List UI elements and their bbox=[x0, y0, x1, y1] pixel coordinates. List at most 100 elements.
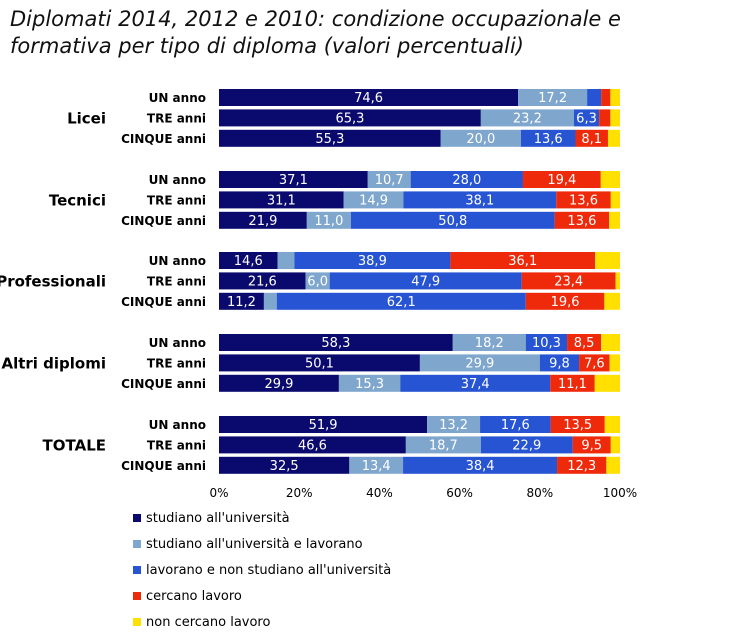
bar-segment bbox=[219, 89, 519, 106]
bar-segment bbox=[219, 191, 344, 209]
data-label: 17,6 bbox=[501, 418, 530, 433]
x-tick-label: 100% bbox=[603, 486, 637, 500]
data-label: 9,8 bbox=[549, 356, 570, 371]
row-label: UN anno bbox=[149, 173, 206, 187]
bar-segment bbox=[601, 334, 620, 351]
data-label: 23,2 bbox=[513, 111, 542, 126]
bar-segment bbox=[573, 109, 600, 127]
bar-segment bbox=[219, 354, 420, 372]
bar-segment bbox=[219, 374, 339, 392]
bar-segment bbox=[606, 456, 620, 474]
data-label: 10,3 bbox=[532, 336, 561, 351]
legend-item: studiano all'università e lavorano bbox=[133, 531, 391, 557]
bar-segment bbox=[305, 272, 330, 290]
legend-swatch bbox=[133, 566, 141, 574]
data-label: 8,1 bbox=[581, 132, 602, 147]
bar-segment bbox=[607, 129, 620, 147]
bar-segment bbox=[556, 191, 611, 209]
bar-segment bbox=[427, 416, 481, 433]
bar-segment bbox=[400, 374, 551, 392]
data-label: 17,2 bbox=[538, 91, 567, 106]
data-label: 38,1 bbox=[465, 193, 494, 208]
data-label: 47,9 bbox=[411, 274, 440, 289]
bar-segment bbox=[587, 89, 602, 106]
bar-segment bbox=[518, 89, 588, 106]
bar-segment bbox=[610, 191, 620, 209]
bar-segment bbox=[610, 89, 620, 106]
bar-segment bbox=[575, 129, 608, 147]
stacked-bar-chart: 0% 20% 40% 60% 80% 100% UN anno 74,6 17,2 TRE ann… bbox=[0, 89, 637, 500]
bar-segment bbox=[306, 211, 351, 229]
bar-segment bbox=[276, 292, 526, 310]
legend-item: cercano lavoro bbox=[133, 583, 391, 609]
data-label: 6,0 bbox=[307, 274, 328, 289]
row-label: UN anno bbox=[149, 254, 206, 268]
data-label: 29,9 bbox=[264, 377, 293, 392]
row-label: UN anno bbox=[149, 418, 206, 432]
data-label: 21,6 bbox=[248, 274, 277, 289]
x-tick-label: 20% bbox=[286, 486, 313, 500]
row-label: TRE anni bbox=[147, 193, 206, 207]
bar-segment bbox=[343, 191, 404, 209]
bar-segment bbox=[338, 374, 401, 392]
bar-segment bbox=[579, 354, 610, 372]
bar-segment bbox=[219, 436, 406, 454]
row-label: UN anno bbox=[149, 91, 206, 105]
data-label: 8,5 bbox=[574, 336, 595, 351]
chart-title: Diplomati 2014, 2012 e 2010: condizione … bbox=[10, 7, 621, 58]
bar-segment bbox=[219, 109, 481, 127]
data-label: 20,0 bbox=[466, 132, 495, 147]
data-label: 36,1 bbox=[508, 254, 537, 269]
bar-segment bbox=[450, 252, 596, 269]
bar-segment bbox=[525, 292, 605, 310]
bar-segment bbox=[480, 436, 573, 454]
bar-segment bbox=[219, 456, 350, 474]
x-tick-label: 0% bbox=[209, 486, 228, 500]
bar-segment bbox=[525, 334, 568, 351]
bar-segment bbox=[219, 272, 306, 290]
data-label: 11,2 bbox=[227, 295, 256, 310]
legend-swatch bbox=[133, 540, 141, 548]
data-label: 65,3 bbox=[335, 111, 364, 126]
bar-segment bbox=[520, 129, 576, 147]
legend-swatch bbox=[133, 618, 141, 626]
data-label: 13,6 bbox=[534, 132, 563, 147]
bar-segment bbox=[539, 354, 580, 372]
data-label: 6,3 bbox=[576, 111, 597, 126]
row-label: UN anno bbox=[149, 336, 206, 350]
data-label: 10,7 bbox=[375, 173, 404, 188]
bar-segment bbox=[610, 109, 620, 127]
bar-segment bbox=[263, 292, 277, 310]
bar-segment bbox=[419, 354, 540, 372]
row-label: TRE anni bbox=[147, 438, 206, 452]
data-label: 9,5 bbox=[581, 438, 602, 453]
data-label: 11,1 bbox=[558, 377, 587, 392]
legend-label: non cercano lavoro bbox=[146, 614, 271, 630]
group-label: Professionali bbox=[0, 272, 106, 290]
data-label: 13,2 bbox=[439, 418, 468, 433]
data-label: 62,1 bbox=[387, 295, 416, 310]
x-tick-label: 80% bbox=[526, 486, 553, 500]
bar-segment bbox=[604, 292, 620, 310]
data-label: 37,1 bbox=[279, 173, 308, 188]
chart-legend: studiano all'università studiano all'univ… bbox=[133, 505, 391, 635]
row-label: CINQUE anni bbox=[121, 377, 206, 391]
bar-segment bbox=[219, 334, 453, 351]
row-label: TRE anni bbox=[147, 111, 206, 125]
bar-segment bbox=[219, 292, 264, 310]
bar-segment bbox=[599, 109, 611, 127]
group-label: Altri diplomi bbox=[1, 354, 106, 372]
bar-segment bbox=[403, 191, 557, 209]
row-label: CINQUE anni bbox=[121, 295, 206, 309]
data-label: 31,1 bbox=[267, 193, 296, 208]
data-label: 12,3 bbox=[567, 459, 596, 474]
data-label: 13,5 bbox=[563, 418, 592, 433]
bar-segment bbox=[557, 456, 607, 474]
data-label: 38,4 bbox=[466, 459, 495, 474]
x-tick-label: 60% bbox=[446, 486, 473, 500]
bar-segment bbox=[595, 252, 620, 269]
data-label: 18,2 bbox=[475, 336, 504, 351]
bar-segment bbox=[410, 171, 523, 188]
bar-segment bbox=[405, 436, 481, 454]
legend-item: studiano all'università bbox=[133, 505, 391, 531]
